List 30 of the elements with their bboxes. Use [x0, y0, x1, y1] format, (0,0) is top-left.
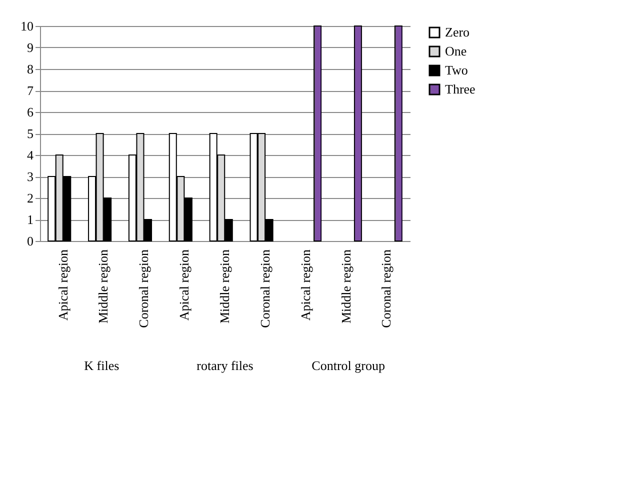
legend-label: Three [445, 82, 476, 96]
bar [394, 26, 402, 242]
x-tick-label: Apical region [176, 249, 192, 321]
y-tick-label: 7 [27, 83, 34, 98]
x-tick-label: Middle region [217, 249, 232, 324]
legend-label: Two [445, 62, 468, 78]
y-tick-label: 6 [27, 104, 34, 120]
x-tick-label: Apical region [298, 249, 313, 321]
text: rotary files [196, 358, 254, 373]
y-tick-label: 1 [27, 212, 34, 227]
text: Control group [312, 358, 385, 373]
x-tick-label: Coronal region [257, 249, 272, 328]
bar [314, 26, 322, 242]
y-tick-label: 3 [27, 169, 34, 184]
x-tick-label: Middle region [96, 249, 111, 324]
y-tick-label: 2 [27, 190, 34, 206]
y-tick-label: 4 [27, 148, 34, 162]
x-tick-label: Middle region [338, 249, 354, 324]
legend-label: Zero [445, 24, 470, 40]
bar [354, 26, 362, 242]
y-tick-label: 10 [20, 18, 34, 34]
y-tick-label: 0 [27, 234, 34, 248]
x-tick-label: Coronal region [136, 249, 152, 328]
text: K files [84, 358, 120, 373]
y-tick-label: 9 [27, 40, 34, 55]
legend-label: One [445, 44, 467, 58]
x-tick-label: Apical region [55, 249, 70, 321]
y-tick-label: 8 [27, 62, 34, 76]
x-tick-label: Coronal region [378, 249, 394, 328]
y-tick-label: 5 [27, 126, 34, 141]
